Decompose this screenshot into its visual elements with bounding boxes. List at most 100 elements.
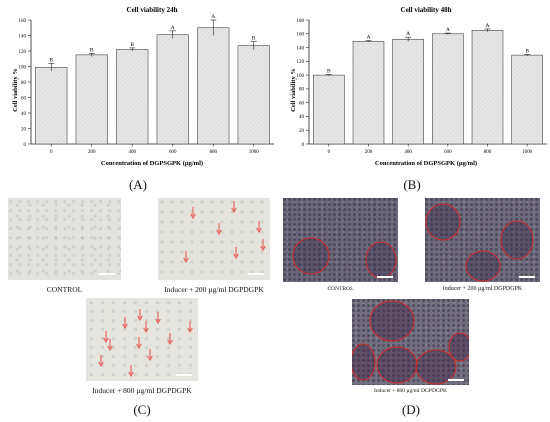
chart-b-x-tick-label: 800 <box>484 150 492 155</box>
chart-b-y-tick-label: 20 <box>299 129 305 134</box>
chart-a-bar-200 <box>75 54 108 145</box>
arrow-head-icon <box>136 343 142 350</box>
chart-a-bar-0 <box>35 66 68 145</box>
chart-b-letter-600: A <box>446 27 450 33</box>
chart-a-x-tick-label: 400 <box>129 150 137 155</box>
chart-a-bar-800 <box>197 27 230 145</box>
chart-a-y-tick-label: 60 <box>21 96 27 101</box>
chart-a-bar-400 <box>116 49 149 145</box>
chart-a-y-tick-label: 80 <box>21 81 27 86</box>
chart-b-bar-600 <box>432 33 464 145</box>
chart-a-bar-1000 <box>237 45 270 145</box>
chart-a-x-tick-label: 1000 <box>249 150 260 155</box>
scale-bar <box>248 273 264 275</box>
caption-d-200: Inducer + 200 µg/ml DGPDGPK <box>442 286 523 292</box>
chart-b-x-tick-label: 1000 <box>522 150 533 155</box>
scale-bar <box>448 379 464 381</box>
chart-a-bar-600 <box>156 34 189 145</box>
micrograph-d-200 <box>425 198 540 282</box>
chart-b-title: Cell viability 48h <box>401 6 452 14</box>
chart-a-y-tick-label: 20 <box>21 127 27 132</box>
chart-a-x-tick-label: 800 <box>210 150 218 155</box>
arrow-head-icon <box>183 257 189 264</box>
chart-a-y-tick-label: 160 <box>19 19 27 24</box>
arrow-head-icon <box>147 355 153 362</box>
caption-c-800: Inducer + 800 µg/ml DGPDGPK <box>92 386 192 395</box>
arrow-head-icon <box>167 339 173 346</box>
chart-b-cell-viability-48h: Cell viability 48h Cell viability % Conc… <box>290 6 547 167</box>
chart-b-y-tick-label: 60 <box>299 101 305 106</box>
chart-a-cell-viability-24h: Cell viability 24h Cell viability % Conc… <box>12 6 274 167</box>
chart-b-letter-800: A <box>486 23 490 29</box>
arrow-head-icon <box>128 371 134 378</box>
chart-b-x-tick-label: 400 <box>404 150 412 155</box>
chart-a-letter-0: B <box>49 57 53 63</box>
chart-b-y-tick-label: 140 <box>297 46 305 51</box>
chart-b-letter-200: A <box>367 35 371 41</box>
chart-b-y-tick-label: 40 <box>299 115 305 120</box>
scale-bar <box>377 276 393 278</box>
micrograph-c-800 <box>86 298 198 381</box>
scale-bar <box>99 273 115 275</box>
arrow-head-icon <box>256 227 262 234</box>
arrow-head-icon <box>260 245 266 252</box>
chart-a-letter-400: B <box>130 42 134 48</box>
caption-c-200: Inducer + 200 µg/ml DGPDGPK <box>164 285 264 294</box>
chart-b-x-tick-label: 200 <box>365 150 373 155</box>
chart-b-y-tick-label: 100 <box>297 74 305 79</box>
chart-a-xlabel: Concentration of DGPSGPK (µg/ml) <box>101 160 203 167</box>
chart-a-ylabel: Cell viability % <box>12 68 19 112</box>
panel-label-d: (D) <box>401 402 421 417</box>
chart-b-y-tick-label: 120 <box>297 60 305 65</box>
chart-b-y-tick-label: 180 <box>297 19 305 24</box>
micrograph-c-control <box>8 198 121 280</box>
caption-d-800: Inducer + 800 µg/ml DGPDGPK <box>374 388 447 394</box>
chart-a-x-tick-label: 600 <box>169 150 177 155</box>
chart-b-y-tick-label: 160 <box>297 33 305 38</box>
chart-b-y-tick-label: 0 <box>302 143 305 148</box>
arrow-head-icon <box>98 361 104 368</box>
arrow-head-icon <box>122 323 128 330</box>
chart-a-y-tick-label: 40 <box>21 112 27 117</box>
chart-a-y-tick-label: 140 <box>19 34 27 39</box>
arrow-head-icon <box>155 318 161 325</box>
chart-a-letter-200: B <box>90 47 94 53</box>
arrow-head-icon <box>107 345 113 352</box>
chart-b-xlabel: Concentration of DGPSGPK (µg/ml) <box>375 160 477 167</box>
arrow-head-icon <box>231 207 237 214</box>
chart-a-x-tick-label: 200 <box>88 150 96 155</box>
arrow-head-icon <box>137 315 143 322</box>
chart-b-bar-1000 <box>511 54 543 145</box>
scale-bar <box>176 374 192 376</box>
arrow-head-icon <box>233 253 239 260</box>
chart-a-y-tick-label: 0 <box>24 143 27 148</box>
caption-c-control: CONTROL <box>46 285 83 294</box>
arrow-head-icon <box>190 213 196 220</box>
scale-bar <box>519 276 535 278</box>
chart-b-letter-400: A <box>406 31 410 37</box>
panel-label-b: (B) <box>403 177 421 192</box>
chart-b-bar-400 <box>392 38 424 145</box>
chart-b-y-tick-label: 80 <box>299 88 305 93</box>
chart-b-bar-0 <box>313 74 345 145</box>
arrow-head-icon <box>143 327 149 334</box>
chart-a-letter-800: A <box>211 14 215 20</box>
chart-a-letter-1000: B <box>252 36 256 42</box>
chart-b-bar-200 <box>352 41 385 145</box>
micrograph-c-200 <box>158 198 270 280</box>
arrow-head-icon <box>216 229 222 236</box>
chart-b-ylabel: Cell viability % <box>290 68 297 112</box>
chart-b-x-tick-label: 600 <box>444 150 452 155</box>
panel-label-c: (C) <box>133 402 151 417</box>
chart-a-title: Cell viability 24h <box>127 6 178 14</box>
chart-a-y-tick-label: 100 <box>19 65 27 70</box>
chart-b-letter-1000: B <box>525 48 529 54</box>
arrow-head-icon <box>187 327 193 334</box>
panel-label-a: (A) <box>128 177 148 192</box>
micrograph-d-800 <box>352 299 469 385</box>
chart-a-letter-600: A <box>171 25 175 31</box>
chart-b-letter-0: B <box>327 68 331 74</box>
caption-d-control: CONTROL <box>327 286 354 292</box>
chart-a-x-tick-label: 0 <box>50 150 53 155</box>
chart-b-bar-800 <box>471 30 504 145</box>
